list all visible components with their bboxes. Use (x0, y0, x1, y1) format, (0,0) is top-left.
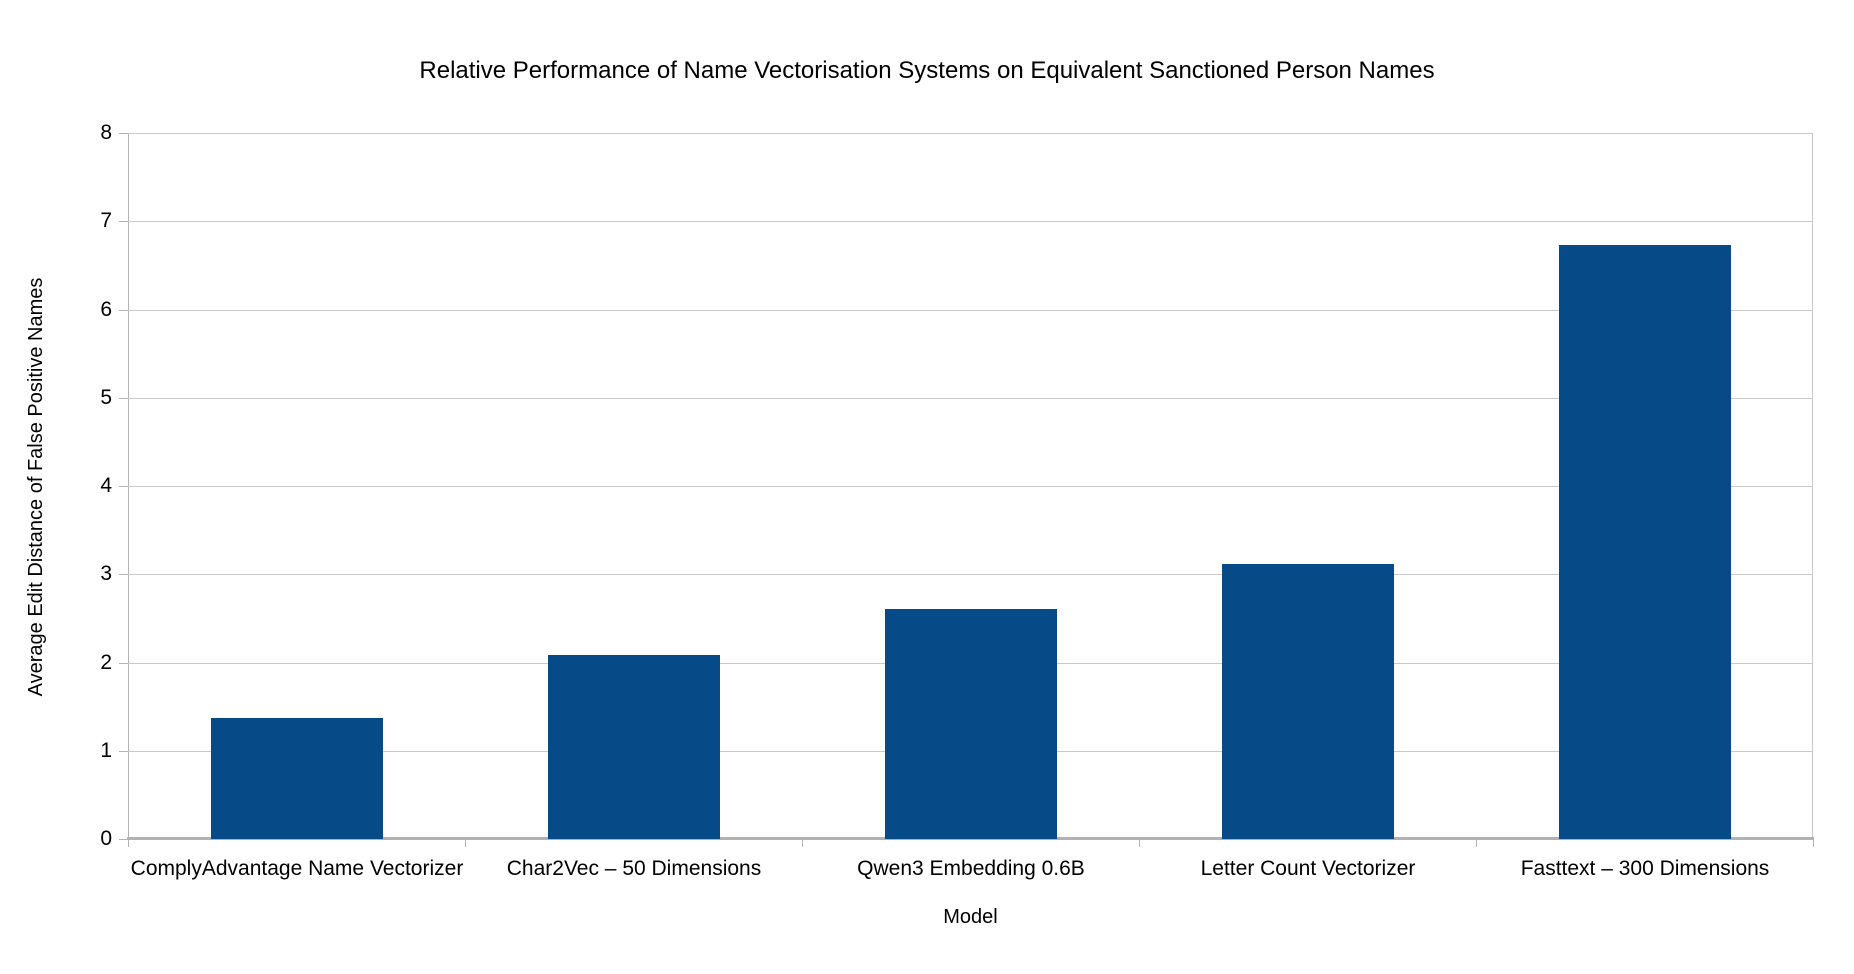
y-tick-label: 3 (100, 562, 112, 586)
chart-title: Relative Performance of Name Vectorisati… (419, 57, 1435, 84)
y-tick-label: 2 (100, 650, 112, 674)
y-tick-mark (119, 133, 128, 134)
y-tick-mark (119, 397, 128, 399)
x-tick-mark (1139, 839, 1140, 847)
x-tick-mark (465, 839, 466, 847)
y-tick-label: 5 (100, 385, 112, 409)
gridline (128, 309, 1813, 311)
gridline (128, 221, 1813, 223)
x-tick-label: Char2Vec – 50 Dimensions (506, 857, 762, 880)
gridline (128, 397, 1813, 399)
bar (548, 655, 720, 839)
bar (1222, 564, 1394, 839)
y-tick-mark (119, 750, 128, 752)
x-tick-label: Qwen3 Embedding 0.6B (857, 857, 1085, 880)
y-tick-label: 8 (100, 121, 112, 144)
y-tick-label: 7 (100, 209, 112, 233)
gridline (128, 133, 1813, 134)
bar (885, 609, 1057, 839)
y-tick-mark (119, 309, 128, 311)
y-tick-mark (119, 662, 128, 664)
bar (1559, 245, 1731, 839)
x-tick-mark (1476, 839, 1477, 847)
x-tick-label: Letter Count Vectorizer (1200, 857, 1416, 880)
y-tick-label: 0 (100, 827, 112, 850)
y-tick-mark (119, 574, 128, 576)
gridline (128, 486, 1813, 487)
y-tick-label: 6 (100, 297, 112, 321)
x-tick-label: Fasttext – 300 Dimensions (1520, 857, 1770, 880)
x-axis-title: Model (943, 906, 998, 928)
y-axis-title: Average Edit Distance of False Positive … (25, 277, 47, 697)
gridline (128, 574, 1813, 576)
x-tick-mark (128, 839, 129, 847)
x-tick-label: ComplyAdvantage Name Vectorizer (130, 857, 464, 880)
x-tick-mark (1813, 839, 1814, 847)
y-tick-mark (119, 839, 128, 840)
y-tick-mark (119, 221, 128, 223)
x-tick-mark (802, 839, 803, 847)
y-tick-mark (119, 486, 128, 487)
bar (211, 718, 383, 839)
y-tick-label: 1 (100, 738, 112, 762)
y-tick-label: 4 (100, 474, 112, 497)
